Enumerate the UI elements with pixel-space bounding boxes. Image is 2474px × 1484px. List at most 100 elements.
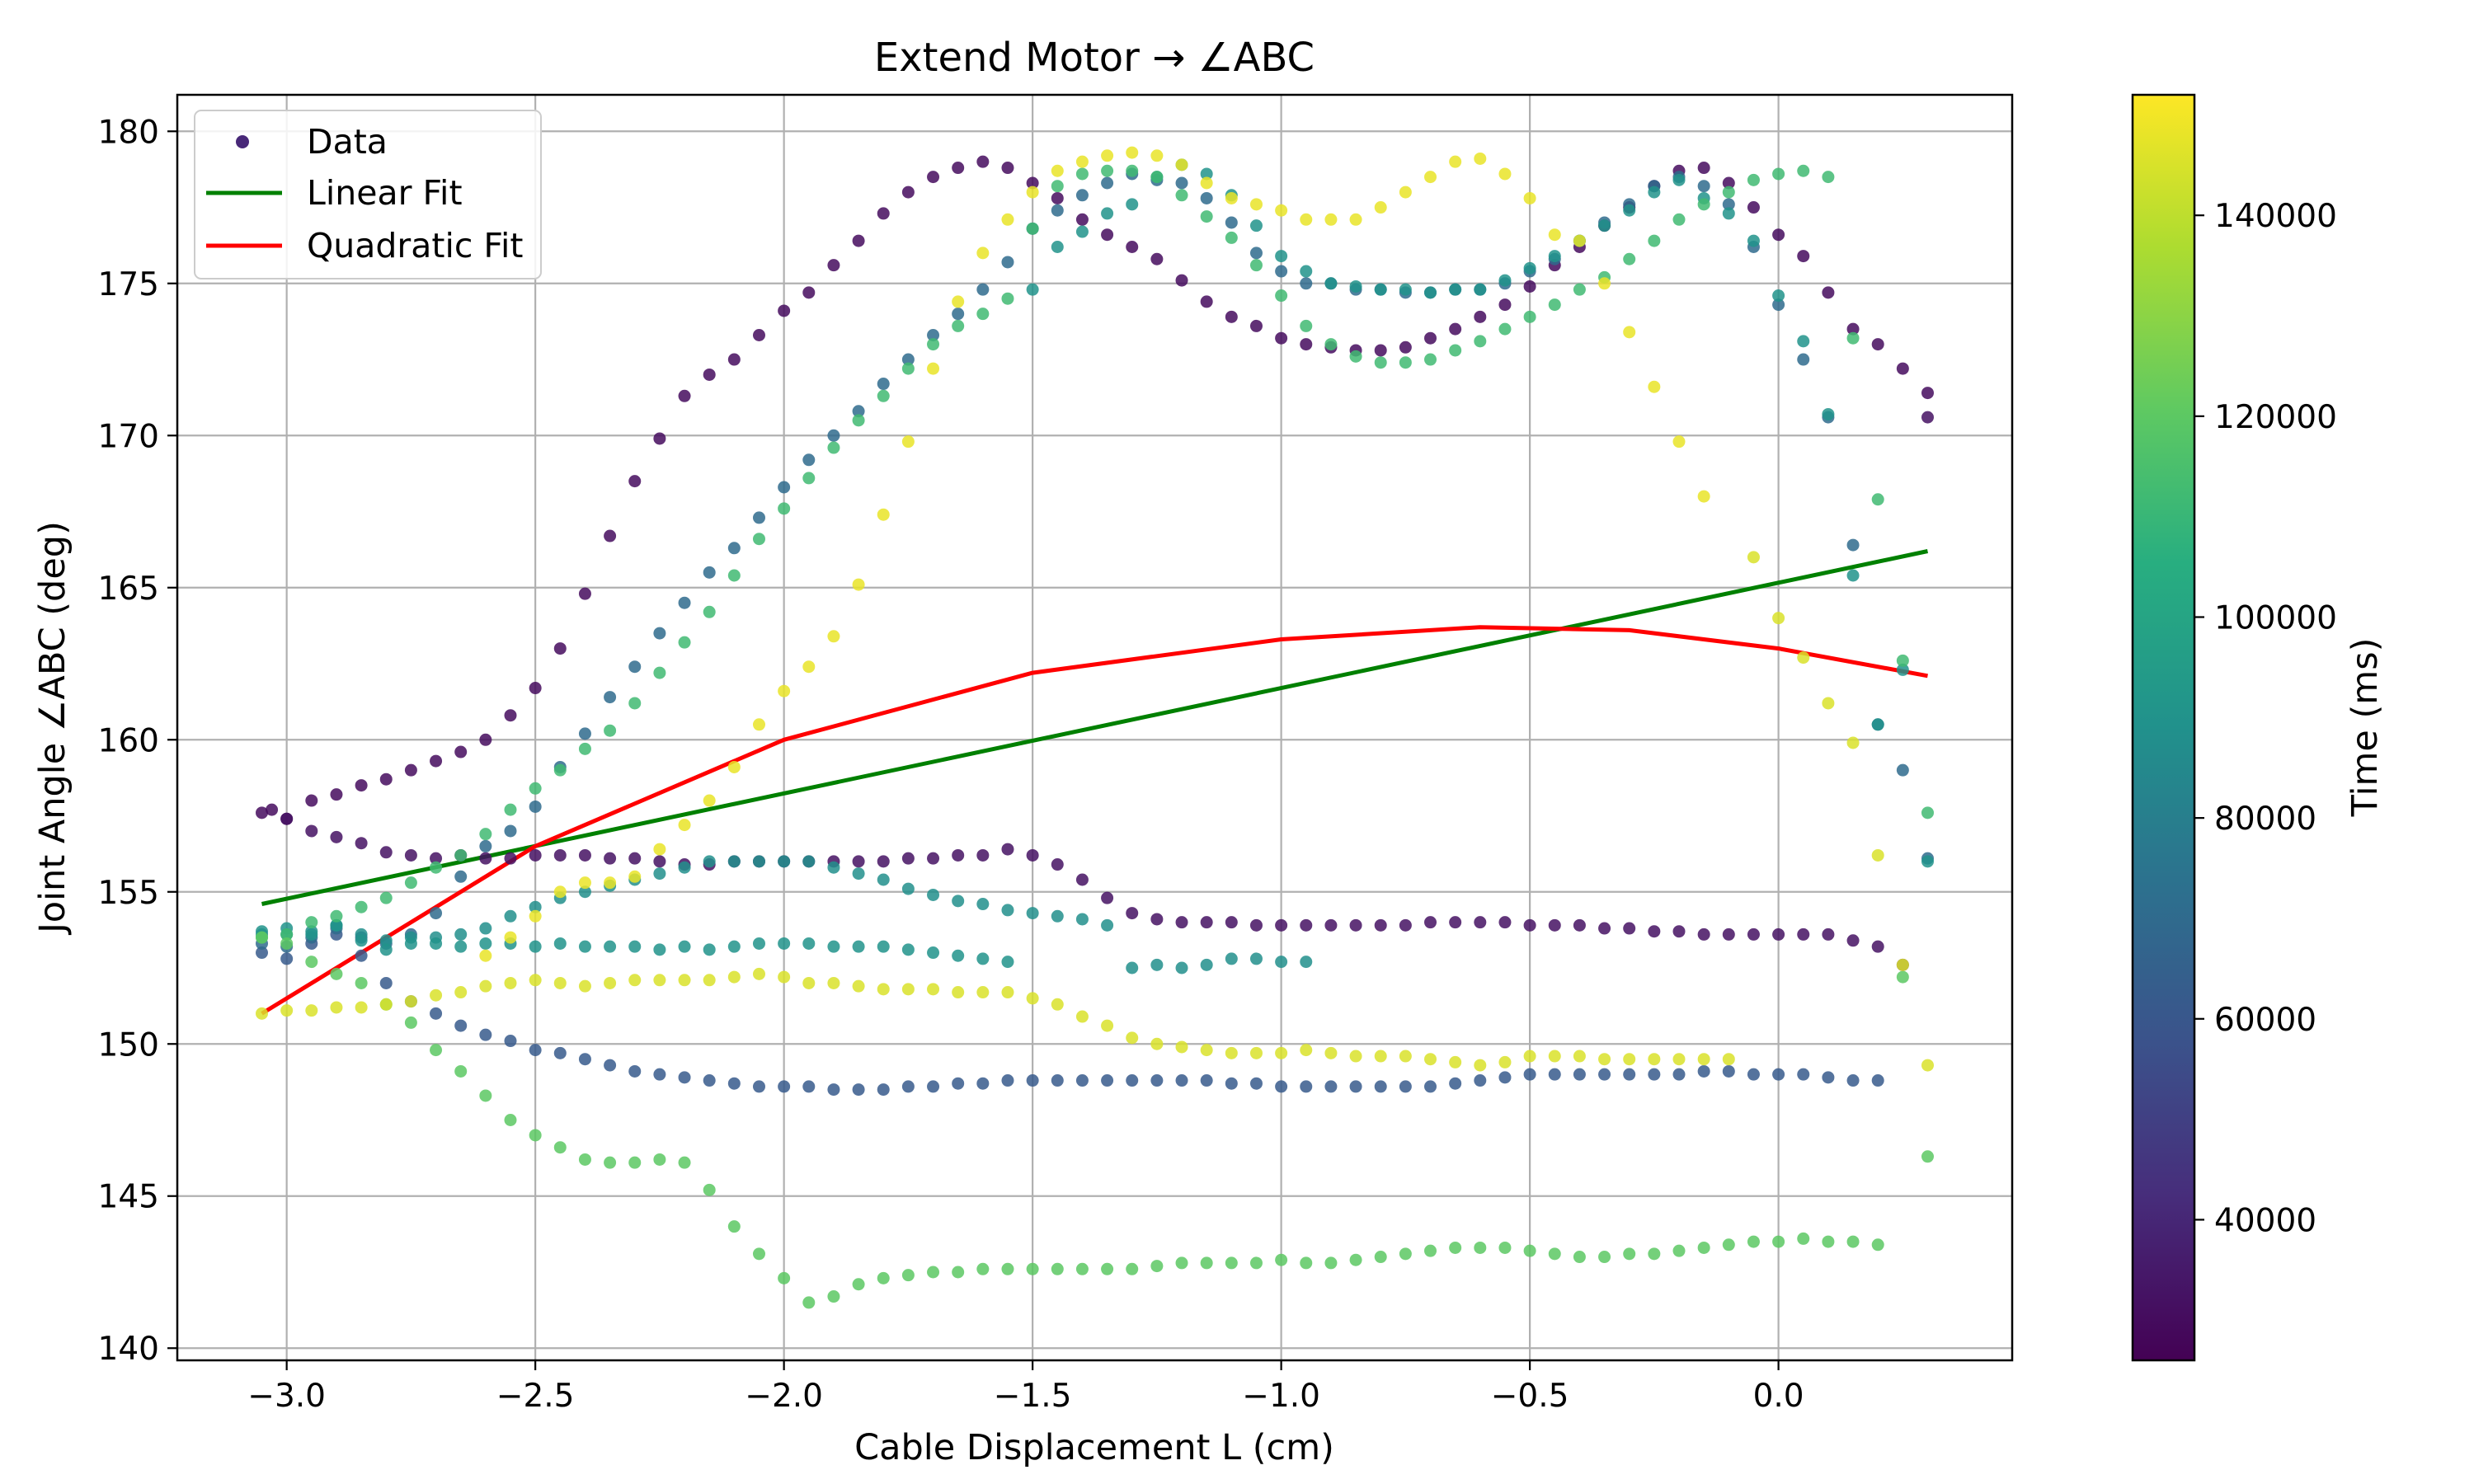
data-point: [1225, 191, 1238, 204]
data-point: [1175, 1074, 1188, 1087]
data-point: [430, 852, 443, 865]
data-point: [802, 1296, 816, 1309]
y-tick-label: 175: [98, 266, 159, 303]
data-point: [1598, 277, 1611, 290]
data-point: [1548, 1050, 1561, 1063]
data-point: [1846, 538, 1860, 552]
data-point: [379, 934, 393, 947]
data-point: [1747, 173, 1760, 186]
data-point: [1126, 146, 1139, 159]
data-point: [1722, 186, 1735, 199]
data-point: [653, 974, 666, 987]
data-point: [1747, 234, 1760, 247]
data-point: [752, 511, 765, 524]
data-point: [901, 435, 915, 448]
data-point: [1747, 1068, 1760, 1081]
data-point: [1150, 252, 1164, 265]
data-point: [653, 1068, 666, 1081]
data-point: [927, 888, 940, 901]
data-point: [877, 1083, 890, 1097]
data-point: [1896, 663, 1909, 676]
data-point: [1225, 1256, 1238, 1270]
data-point: [504, 976, 517, 989]
data-point: [1175, 158, 1188, 171]
data-point: [952, 1077, 965, 1090]
data-point: [1001, 256, 1014, 269]
data-point: [778, 684, 791, 697]
data-point: [678, 1071, 691, 1084]
data-point: [1623, 204, 1636, 217]
data-point: [1474, 1059, 1487, 1072]
data-point: [802, 976, 816, 989]
data-point: [1548, 250, 1561, 263]
data-point: [430, 754, 443, 768]
data-point: [778, 1271, 791, 1284]
data-point: [280, 812, 294, 825]
data-point: [280, 1004, 294, 1017]
data-point: [1126, 1074, 1139, 1087]
data-point: [529, 848, 542, 862]
data-point: [1722, 198, 1735, 211]
data-point: [1150, 1037, 1164, 1050]
y-axis: 140 145 150 155 160 165 170 175 180: [98, 114, 177, 1368]
data-point: [1797, 1232, 1810, 1245]
data-point: [927, 946, 940, 960]
data-point: [1498, 1241, 1512, 1254]
data-point: [1424, 331, 1437, 345]
data-point: [1300, 277, 1313, 290]
data-point: [1896, 763, 1909, 777]
data-point: [1772, 167, 1785, 181]
colorbar-tick-label: 80000: [2214, 801, 2316, 838]
data-point: [1797, 335, 1810, 348]
data-point: [752, 967, 765, 980]
colorbar-tick-label: 40000: [2214, 1202, 2316, 1239]
data-point: [927, 362, 940, 375]
data-point: [952, 949, 965, 962]
data-point: [678, 596, 691, 609]
data-point: [1672, 1053, 1686, 1066]
data-point: [1672, 1068, 1686, 1081]
data-point: [1275, 1253, 1288, 1266]
data-point: [355, 976, 368, 989]
data-point: [802, 660, 816, 674]
data-point: [1275, 250, 1288, 263]
data-point: [1449, 155, 1462, 168]
data-point: [852, 405, 865, 418]
data-point: [578, 848, 591, 862]
data-point: [1822, 928, 1835, 941]
data-point: [1722, 176, 1735, 190]
y-tick-label: 170: [98, 418, 159, 455]
data-point: [827, 441, 840, 454]
data-point: [703, 855, 716, 868]
data-point: [1200, 295, 1213, 308]
data-point: [852, 979, 865, 993]
data-point: [454, 1064, 468, 1078]
data-point: [1001, 1074, 1014, 1087]
data-point: [1449, 1241, 1462, 1254]
data-point: [479, 733, 492, 746]
data-point: [1523, 1244, 1536, 1257]
data-point: [1921, 806, 1934, 819]
data-point: [752, 1080, 765, 1093]
data-point: [1225, 231, 1238, 244]
data-point: [1921, 855, 1934, 868]
data-point: [1275, 918, 1288, 932]
data-point: [266, 803, 279, 816]
data-point: [604, 724, 617, 737]
data-point: [703, 566, 716, 579]
data-point: [305, 916, 318, 929]
data-point: [1797, 164, 1810, 177]
data-point: [430, 989, 443, 1002]
data-point: [1001, 1262, 1014, 1275]
data-point: [877, 508, 890, 521]
data-point: [1300, 265, 1313, 278]
x-tick-label: 0.0: [1753, 1378, 1804, 1415]
data-point: [752, 533, 765, 546]
fit-lines: [261, 549, 1929, 1016]
data-point: [1075, 225, 1089, 238]
data-point: [1324, 277, 1338, 290]
data-point: [1648, 186, 1661, 199]
data-point: [952, 162, 965, 175]
data-point: [1275, 1080, 1288, 1093]
data-point: [1275, 331, 1288, 345]
